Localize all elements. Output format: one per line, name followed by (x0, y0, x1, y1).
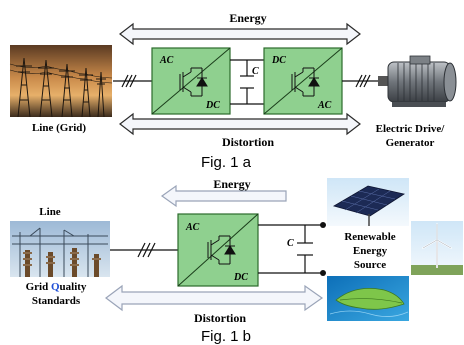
three-phase-line-b (110, 242, 178, 258)
three-phase-line-left-a (113, 74, 152, 88)
igbt-icon (207, 235, 236, 265)
converter-ac-dc-b (177, 213, 259, 287)
distortion-arrow-a (119, 112, 361, 136)
renewable-caption-line1: Renewable (344, 231, 395, 243)
igbt-icon (179, 67, 208, 97)
wind-turbine-image (411, 221, 463, 275)
dc-terminal-positive (320, 222, 326, 228)
figure-1b: Energy Line (10, 177, 463, 345)
solar-panel-image (327, 178, 409, 226)
grid-towers-image (9, 45, 113, 118)
distortion-label-b: Distortion (194, 311, 246, 325)
converter2-ac-label: AC (317, 100, 332, 111)
figure-1a: Energy Line (Grid) (9, 11, 457, 171)
energy-label-a: Energy (229, 11, 266, 25)
distortion-label-a: Distortion (222, 135, 274, 149)
converter-b-dc-label: DC (233, 272, 248, 283)
energy-arrow-a (119, 22, 361, 46)
renewable-caption-line3: Source (354, 259, 386, 271)
capacitor-label-b: C (287, 238, 294, 249)
converter1-dc-label: DC (205, 100, 220, 111)
water-energy-image (327, 276, 409, 321)
energy-arrow-b (160, 184, 287, 208)
converter-b-ac-label: AC (185, 222, 200, 233)
distortion-arrow-b (105, 284, 324, 312)
converter-dc-ac-a (263, 47, 343, 115)
three-phase-line-right-a (342, 74, 384, 88)
igbt-icon (291, 67, 320, 97)
figure-caption-b: Fig. 1 b (201, 328, 251, 345)
renewable-caption-line2: Energy (353, 245, 388, 257)
dc-terminal-negative (320, 270, 326, 276)
electric-motor-icon (378, 55, 457, 107)
energy-label-b: Energy (213, 177, 250, 191)
drive-caption-line2: Generator (386, 137, 435, 149)
figure-caption-a: Fig. 1 a (201, 154, 252, 171)
grid-caption: Line (Grid) (32, 122, 86, 134)
capacitor-label-a: C (252, 66, 259, 77)
substation-image (10, 221, 110, 277)
converter2-dc-label: DC (271, 55, 286, 66)
dc-output-capacitor-b (258, 224, 322, 274)
grid-quality-caption-line1: Grid Quality (26, 281, 87, 293)
converter1-ac-label: AC (159, 55, 174, 66)
grid-quality-caption-line2: Standards (32, 295, 81, 307)
dc-link-capacitor-a (230, 59, 264, 105)
converter-ac-dc-a (151, 47, 231, 115)
line-title-b: Line (39, 206, 61, 218)
drive-caption-line1: Electric Drive/ (376, 123, 446, 135)
